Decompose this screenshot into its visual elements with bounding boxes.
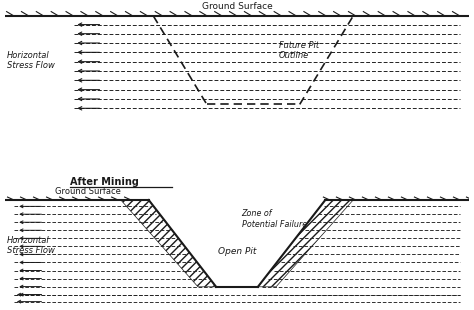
- Text: After Mining: After Mining: [70, 177, 139, 187]
- Text: Open Pit: Open Pit: [218, 247, 256, 256]
- Text: Horizontal
Stress Flow: Horizontal Stress Flow: [7, 51, 55, 70]
- Text: Ground Surface: Ground Surface: [201, 2, 273, 11]
- Text: Horizontal
Stress Flow: Horizontal Stress Flow: [7, 236, 55, 255]
- Text: Ground Surface: Ground Surface: [55, 188, 121, 197]
- Text: Future Pit
Outline: Future Pit Outline: [279, 41, 319, 60]
- Text: Zone of
Potential Failure: Zone of Potential Failure: [242, 209, 307, 229]
